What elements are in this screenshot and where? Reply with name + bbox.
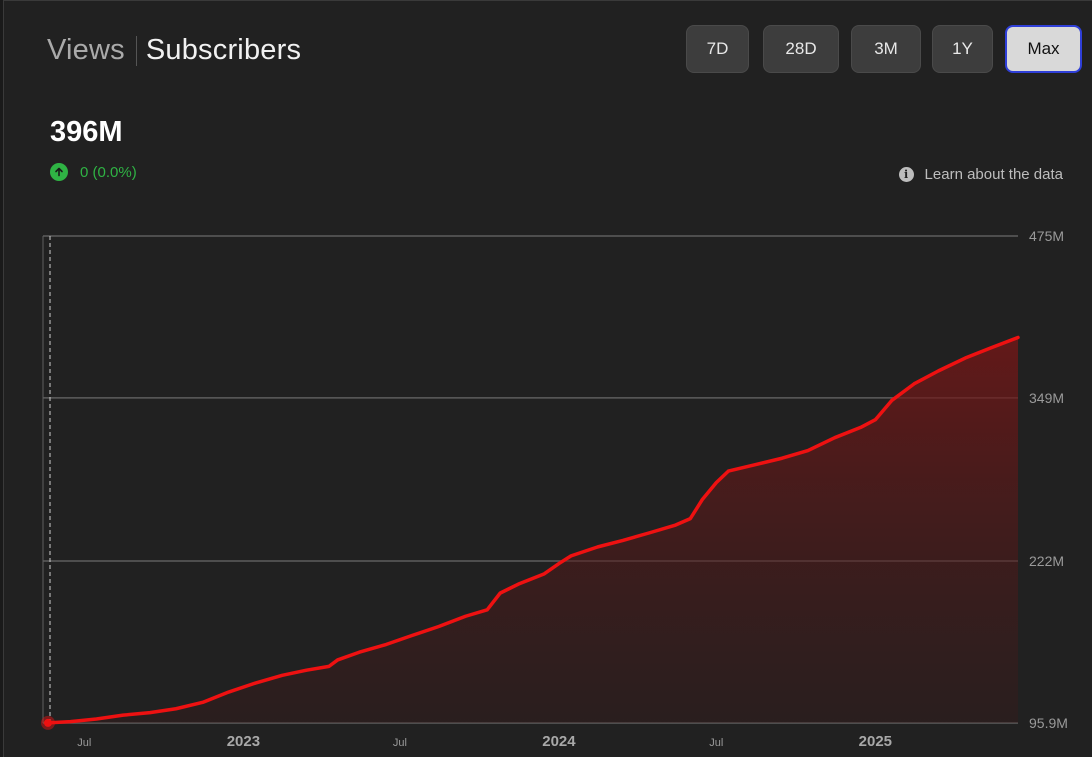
series-area	[48, 337, 1018, 723]
y-tick-label: 222M	[1029, 553, 1064, 569]
series-line	[46, 335, 1020, 725]
range-max-button[interactable]: Max	[1005, 25, 1082, 73]
learn-about-data-link[interactable]: i Learn about the data	[898, 166, 1063, 183]
range-selector: 7D 28D 3M 1Y Max	[0, 25, 1092, 75]
x-tick-label: 2025	[859, 733, 892, 750]
x-tick-label: Jul	[77, 737, 91, 749]
range-1y-button[interactable]: 1Y	[932, 25, 993, 73]
change-indicator: 0 (0.0%)	[50, 163, 137, 181]
subscriber-total: 396M	[50, 116, 123, 148]
x-tick-label: Jul	[393, 737, 407, 749]
tab-divider	[135, 35, 137, 66]
arrow-up-icon	[50, 163, 68, 181]
tab-views[interactable]: Views	[47, 34, 125, 66]
y-tick-label: 349M	[1029, 390, 1064, 406]
change-text: 0 (0.0%)	[80, 163, 137, 181]
x-tick-label: 2023	[227, 733, 260, 750]
metric-tabs: Views Subscribers	[47, 34, 301, 67]
range-7d-button[interactable]: 7D	[686, 25, 749, 73]
hover-point	[44, 718, 52, 727]
tab-subscribers[interactable]: Subscribers	[145, 34, 302, 66]
info-icon: i	[898, 167, 914, 182]
range-28d-button[interactable]: 28D	[763, 25, 839, 73]
x-tick-label: Jul	[709, 737, 723, 749]
range-3m-button[interactable]: 3M	[851, 25, 921, 73]
y-tick-label: 475M	[1029, 228, 1064, 244]
y-tick-label: 95.9M	[1029, 715, 1068, 731]
learn-link-label: Learn about the data	[924, 166, 1063, 183]
x-tick-label: 2024	[542, 733, 576, 750]
